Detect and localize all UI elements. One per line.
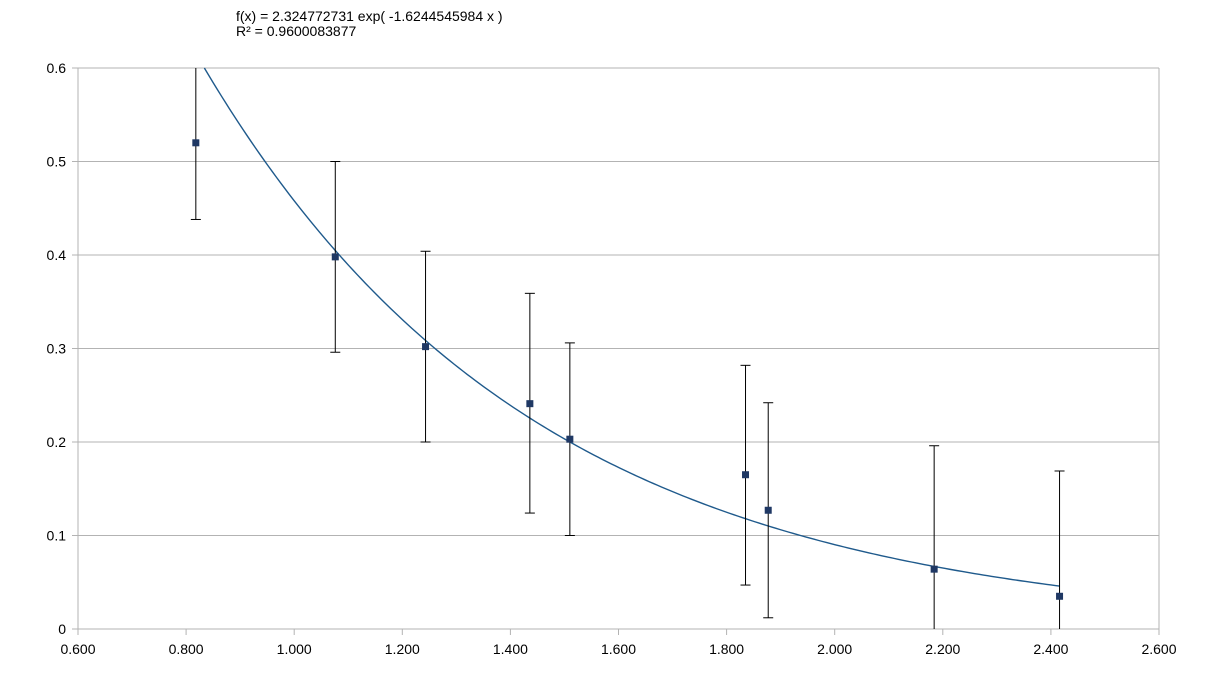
data-point <box>192 139 200 147</box>
equation-text: f(x) = 2.324772731 exp( -1.6244545984 x … <box>236 8 503 24</box>
y-tick-label: 0.4 <box>47 247 67 263</box>
y-tick-label: 0.5 <box>47 154 67 170</box>
x-tick-labels: 0.600 0.800 1.000 1.200 1.400 1.600 1.800 2.000… <box>60 641 1176 657</box>
y-tick-label: 0.3 <box>47 341 67 357</box>
y-tick-label: 0.6 <box>47 60 67 76</box>
data-point <box>930 565 938 573</box>
grid-lines <box>72 67 1160 635</box>
y-tick-label: 0.1 <box>47 528 67 544</box>
x-tick-label: 1.600 <box>601 641 636 657</box>
data-point <box>566 435 574 443</box>
trendline-curve <box>203 67 1060 587</box>
x-tick-label: 1.200 <box>385 641 420 657</box>
data-point <box>742 471 750 479</box>
r-squared-text: R² = 0.9600083877 <box>236 23 357 39</box>
y-tick-label: 0.2 <box>47 434 67 450</box>
trendline-equation: f(x) = 2.324772731 exp( -1.6244545984 x … <box>236 9 503 39</box>
x-tick-label: 0.600 <box>60 641 95 657</box>
x-tick-label: 1.000 <box>277 641 312 657</box>
x-tick-label: 0.800 <box>169 641 204 657</box>
x-tick-label: 2.600 <box>1141 641 1176 657</box>
trendline-group <box>203 67 1060 587</box>
data-point <box>422 343 430 351</box>
data-points <box>192 139 1064 600</box>
x-tick-label: 2.400 <box>1033 641 1068 657</box>
x-tick-label: 2.200 <box>925 641 960 657</box>
data-point <box>1056 592 1064 600</box>
x-tick-label: 2.000 <box>817 641 852 657</box>
x-tick-label: 1.800 <box>709 641 744 657</box>
data-point <box>764 506 772 514</box>
axes <box>77 68 1160 630</box>
x-tick-label: 1.400 <box>493 641 528 657</box>
y-tick-labels: 0 0.1 0.2 0.3 0.4 0.5 0.6 <box>47 60 67 637</box>
data-point <box>526 400 534 408</box>
data-point <box>331 253 339 261</box>
y-tick-label: 0 <box>58 621 66 637</box>
